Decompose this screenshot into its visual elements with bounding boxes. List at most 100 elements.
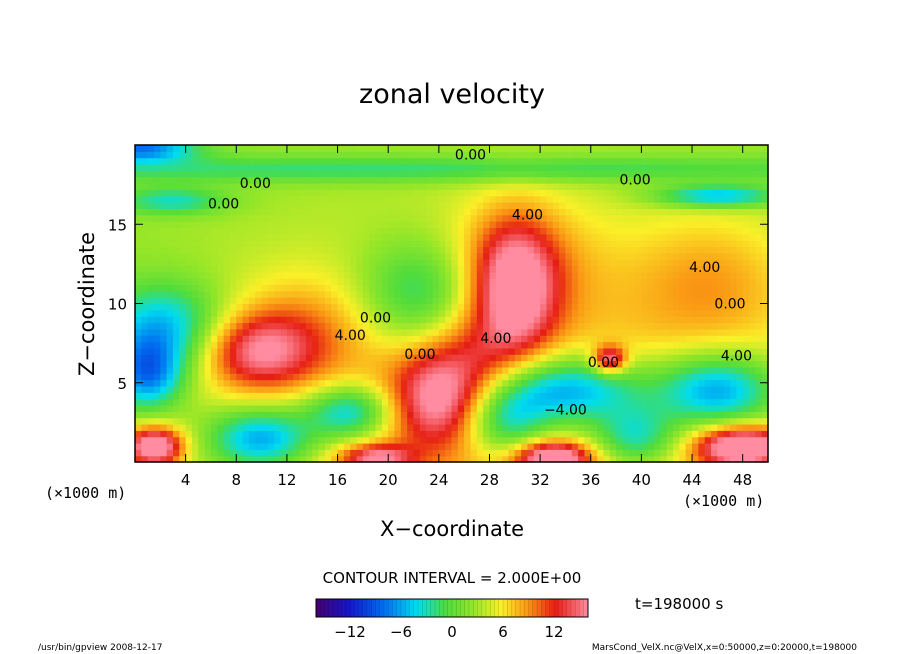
heatmap-cell — [280, 214, 288, 222]
heatmap-cell — [730, 309, 737, 317]
heatmap-cell — [242, 328, 250, 336]
heatmap-cell — [533, 278, 541, 286]
heatmap-cell — [464, 366, 472, 374]
heatmap-cell — [381, 455, 389, 463]
heatmap-cell — [533, 373, 541, 381]
heatmap-cell — [723, 436, 731, 444]
heatmap-cell — [400, 430, 408, 438]
heatmap-cell — [293, 430, 301, 438]
heatmap-cell — [343, 271, 351, 279]
heatmap-cell — [502, 423, 510, 431]
heatmap-cell — [628, 151, 636, 159]
heatmap-cell — [198, 379, 206, 387]
heatmap-cell — [635, 240, 642, 248]
heatmap-cell — [191, 278, 199, 286]
heatmap-cell — [426, 164, 434, 171]
heatmap-cell — [578, 145, 586, 152]
heatmap-cell — [185, 455, 193, 463]
heatmap-cell — [223, 214, 231, 222]
heatmap-cell — [236, 341, 244, 349]
heatmap-cell — [495, 436, 503, 444]
heatmap-cell — [438, 373, 446, 381]
heatmap-cell — [375, 221, 383, 229]
heatmap-cell — [445, 373, 453, 381]
heatmap-cell — [223, 246, 231, 254]
heatmap-cell — [413, 221, 421, 229]
heatmap-cell — [318, 322, 326, 330]
heatmap-cell — [483, 233, 491, 241]
heatmap-cell — [255, 322, 263, 330]
heatmap-cell — [730, 392, 737, 400]
heatmap-cell — [413, 335, 421, 343]
heatmap-cell — [432, 322, 440, 330]
heatmap-cell — [350, 278, 358, 286]
heatmap-cell — [160, 246, 168, 254]
heatmap-cell — [679, 449, 687, 457]
heatmap-cell — [609, 227, 617, 235]
heatmap-cell — [331, 423, 339, 431]
heatmap-cell — [172, 347, 180, 355]
heatmap-cell — [407, 202, 415, 209]
heatmap-cell — [559, 354, 567, 362]
heatmap-cell — [609, 189, 617, 197]
heatmap-cell — [451, 233, 459, 241]
heatmap-cell — [160, 240, 168, 248]
heatmap-cell — [483, 404, 491, 412]
heatmap-cell — [147, 373, 155, 381]
heatmap-cell — [457, 145, 465, 152]
heatmap-cell — [552, 392, 560, 400]
heatmap-cell — [483, 157, 491, 165]
heatmap-cell — [350, 145, 358, 152]
heatmap-cell — [362, 309, 370, 317]
heatmap-cell — [388, 411, 396, 419]
heatmap-cell — [704, 221, 712, 229]
heatmap-cell — [204, 208, 212, 216]
heatmap-cell — [742, 328, 750, 336]
heatmap-cell — [210, 259, 218, 267]
heatmap-cell — [755, 170, 763, 178]
heatmap-cell — [445, 183, 453, 190]
heatmap-cell — [179, 157, 187, 165]
heatmap-cell — [210, 309, 218, 317]
heatmap-cell — [242, 240, 250, 248]
heatmap-cell — [445, 233, 453, 241]
heatmap-cell — [641, 379, 649, 387]
heatmap-cell — [736, 221, 744, 229]
heatmap-cell — [451, 430, 459, 438]
heatmap-cell — [609, 233, 617, 241]
heatmap-cell — [736, 449, 744, 457]
heatmap-cell — [274, 354, 282, 362]
heatmap-cell — [286, 183, 294, 190]
heatmap-cell — [692, 417, 699, 425]
heatmap-cell — [628, 303, 636, 311]
heatmap-cell — [337, 189, 345, 197]
heatmap-cell — [540, 417, 548, 425]
heatmap-cell — [305, 157, 313, 165]
heatmap-cell — [502, 151, 510, 159]
heatmap-cell — [407, 341, 415, 349]
heatmap-cell — [305, 430, 313, 438]
heatmap-cell — [229, 379, 237, 387]
heatmap-cell — [514, 170, 522, 178]
heatmap-cell — [609, 240, 617, 248]
heatmap-cell — [717, 221, 725, 229]
heatmap-cell — [723, 176, 731, 184]
heatmap-cell — [419, 246, 427, 254]
heatmap-cell — [381, 322, 389, 330]
heatmap-cell — [502, 252, 510, 260]
heatmap-cell — [299, 208, 307, 216]
heatmap-cell — [711, 221, 718, 229]
heatmap-cell — [451, 341, 459, 349]
heatmap-cell — [362, 335, 370, 343]
heatmap-cell — [267, 151, 275, 159]
heatmap-cell — [198, 335, 206, 343]
heatmap-cell — [229, 233, 237, 241]
heatmap-cell — [388, 360, 396, 368]
heatmap-cell — [255, 366, 263, 374]
heatmap-cell — [451, 423, 459, 431]
heatmap-cell — [489, 328, 497, 336]
heatmap-cell — [489, 392, 497, 400]
heatmap-cell — [407, 145, 415, 152]
heatmap-cell — [293, 322, 301, 330]
